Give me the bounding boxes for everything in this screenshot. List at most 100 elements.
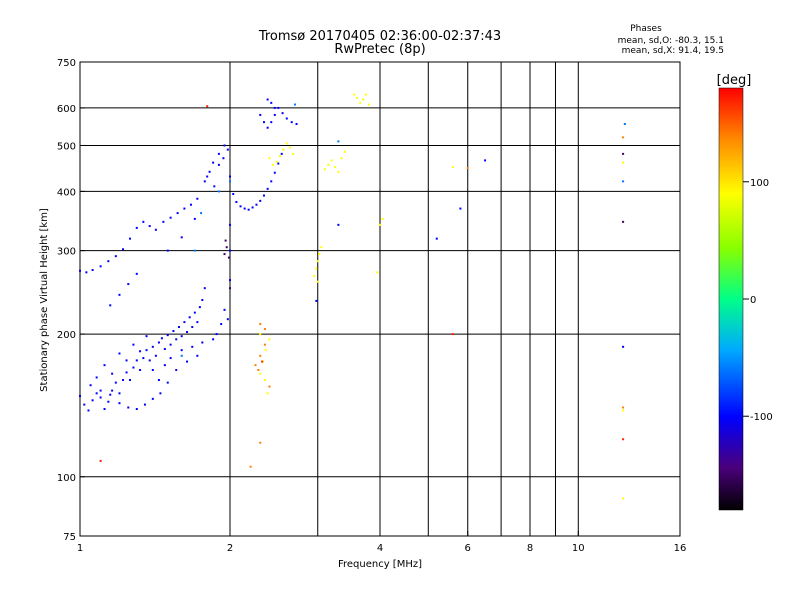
echo-point: [281, 112, 284, 115]
echo-point: [239, 205, 242, 208]
echo-point: [376, 271, 379, 274]
echo-point: [189, 203, 192, 206]
echo-point: [320, 246, 323, 249]
echo-point: [193, 249, 196, 252]
echo-point: [154, 354, 157, 357]
echo-point: [151, 397, 154, 400]
echo-point: [259, 372, 262, 375]
echo-point: [213, 185, 216, 188]
echo-point: [217, 190, 220, 193]
y-axis-label: Stationary phase Virtual Height [km]: [39, 208, 50, 392]
echo-point: [259, 333, 262, 336]
echo-point: [175, 368, 178, 371]
echo-point: [334, 166, 337, 169]
phase-info-title: Phases: [630, 24, 662, 34]
echo-point: [154, 228, 157, 231]
echo-point: [109, 304, 112, 307]
echo-point: [367, 103, 370, 106]
echo-point: [142, 357, 145, 360]
echo-point: [177, 326, 180, 329]
echo-point: [114, 381, 117, 384]
echo-point: [262, 194, 265, 197]
echo-point: [273, 113, 276, 116]
echo-point: [315, 299, 318, 302]
echo-point: [270, 121, 273, 124]
echo-point: [451, 333, 454, 336]
echo-point: [257, 368, 260, 371]
echo-point: [381, 217, 384, 220]
echo-point: [180, 354, 183, 357]
y-tick-label: 750: [57, 58, 76, 69]
echo-point: [279, 155, 282, 158]
echo-point: [83, 403, 86, 406]
echo-point: [254, 364, 257, 367]
grid-lines: [80, 62, 681, 536]
echo-point: [330, 159, 333, 162]
echo-point: [226, 148, 229, 151]
echo-point: [277, 162, 280, 165]
echo-point: [79, 269, 81, 272]
echo-point: [169, 343, 172, 346]
echo-point: [266, 392, 269, 395]
colorbar: [718, 87, 744, 511]
echo-point: [259, 323, 262, 326]
echo-point: [208, 170, 211, 173]
echo-point: [99, 396, 102, 399]
echo-point: [459, 207, 462, 210]
echo-point: [203, 287, 206, 290]
echo-point: [111, 372, 114, 375]
echo-point: [273, 171, 276, 174]
echo-point: [280, 152, 283, 155]
echo-point: [118, 352, 121, 355]
echo-point: [264, 349, 267, 352]
echo-point: [162, 220, 165, 223]
echo-point: [91, 399, 94, 402]
echo-point: [198, 306, 201, 309]
x-tick-labels: 1 2 4 6 8 10 16: [77, 531, 686, 554]
x-tick-label: 2: [227, 543, 233, 554]
y-tick-label: 75: [63, 532, 76, 543]
echo-point: [268, 338, 271, 341]
y-tick-label: 200: [57, 330, 76, 341]
echo-point: [217, 152, 220, 155]
echo-point: [227, 256, 230, 259]
echo-point: [224, 239, 227, 242]
echo-point: [318, 253, 321, 256]
echo-point: [196, 197, 199, 200]
echo-point: [200, 212, 203, 215]
echo-point: [282, 148, 285, 151]
echo-point: [327, 163, 330, 166]
colorbar-tick-label: 0: [750, 295, 756, 306]
y-tick-label: 400: [57, 187, 76, 198]
echo-point: [125, 371, 128, 374]
echo-point: [91, 269, 94, 272]
echo-point: [229, 223, 231, 226]
echo-point: [285, 117, 288, 120]
echo-point: [232, 192, 235, 195]
echo-point: [313, 275, 316, 278]
echo-point: [203, 180, 206, 183]
echo-point: [103, 407, 106, 410]
echo-point: [223, 144, 226, 147]
echo-point: [215, 333, 218, 336]
y-tick-label: 100: [57, 473, 76, 484]
echo-point: [255, 203, 258, 206]
echo-point: [251, 206, 254, 209]
x-tick-label: 1: [77, 543, 83, 554]
echo-point: [191, 345, 194, 348]
y-tick-label: 600: [57, 104, 76, 115]
colorbar-tick-label: -100: [750, 412, 773, 423]
echo-point: [268, 157, 271, 160]
echo-point: [107, 400, 110, 403]
echo-point: [186, 360, 189, 363]
echo-point: [259, 113, 262, 116]
echo-point: [270, 180, 273, 183]
echo-point: [193, 217, 196, 220]
echo-point: [180, 335, 183, 338]
echo-point: [275, 160, 278, 163]
echo-point: [145, 349, 148, 352]
echo-point: [295, 122, 298, 125]
echo-point: [359, 101, 362, 104]
echo-point: [622, 161, 625, 164]
echo-point: [622, 220, 625, 223]
